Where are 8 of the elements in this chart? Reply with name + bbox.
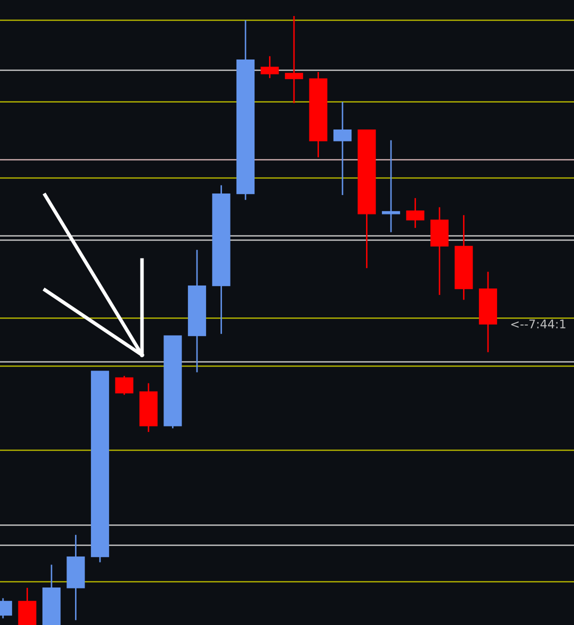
candlestick (406, 197, 424, 229)
candlestick (284, 15, 304, 104)
candlestick (18, 587, 36, 625)
text: <--7:44:1 (511, 320, 566, 328)
candlestick (260, 56, 279, 79)
candlestick (382, 140, 400, 233)
candlestick (115, 375, 134, 396)
candlestick (333, 101, 352, 196)
